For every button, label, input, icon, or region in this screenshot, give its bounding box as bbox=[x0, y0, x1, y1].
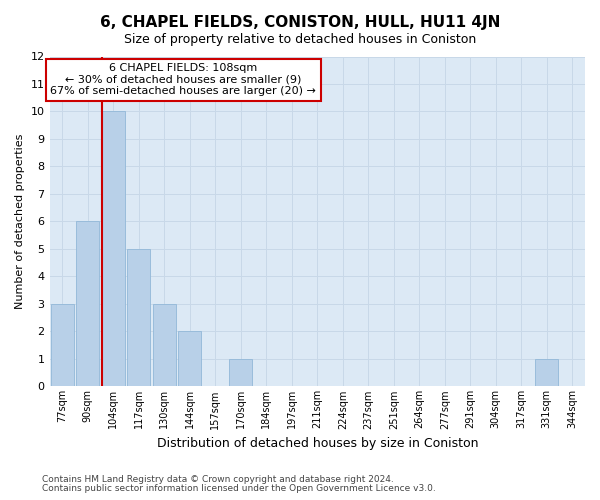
Text: Contains HM Land Registry data © Crown copyright and database right 2024.: Contains HM Land Registry data © Crown c… bbox=[42, 476, 394, 484]
Bar bbox=[229, 359, 252, 386]
Bar bbox=[51, 304, 74, 386]
Bar bbox=[153, 304, 176, 386]
Text: Size of property relative to detached houses in Coniston: Size of property relative to detached ho… bbox=[124, 32, 476, 46]
Bar bbox=[102, 112, 125, 386]
Bar bbox=[535, 359, 558, 386]
Bar bbox=[127, 249, 150, 386]
Bar bbox=[76, 222, 99, 386]
Text: 6, CHAPEL FIELDS, CONISTON, HULL, HU11 4JN: 6, CHAPEL FIELDS, CONISTON, HULL, HU11 4… bbox=[100, 15, 500, 30]
X-axis label: Distribution of detached houses by size in Coniston: Distribution of detached houses by size … bbox=[157, 437, 478, 450]
Bar bbox=[178, 332, 201, 386]
Text: Contains public sector information licensed under the Open Government Licence v3: Contains public sector information licen… bbox=[42, 484, 436, 493]
Text: 6 CHAPEL FIELDS: 108sqm
← 30% of detached houses are smaller (9)
67% of semi-det: 6 CHAPEL FIELDS: 108sqm ← 30% of detache… bbox=[50, 64, 316, 96]
Y-axis label: Number of detached properties: Number of detached properties bbox=[15, 134, 25, 309]
